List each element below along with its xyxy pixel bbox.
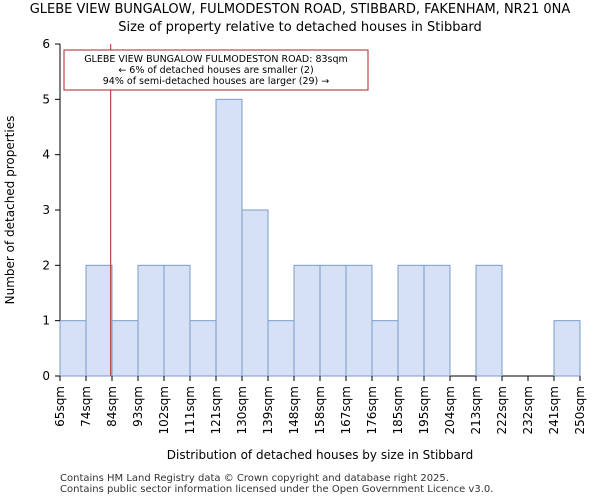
x-tick-label: 195sqm [417,386,431,434]
bar-84sqm [111,320,139,377]
y-axis-label: Number of detached properties [3,116,17,305]
x-tick-label: 121sqm [209,386,223,434]
bars [59,98,581,377]
annotation-line-3: 94% of semi-detached houses are larger (… [103,76,330,87]
x-tick-label: 167sqm [339,386,353,434]
x-tick-label: 241sqm [547,386,561,434]
y-tick-label: 5 [42,92,50,106]
bar-74sqm [85,264,113,377]
x-tick-label: 65sqm [53,386,67,427]
bar-158sqm [319,264,347,377]
bar-139sqm [267,320,295,377]
x-tick-label: 130sqm [235,386,249,434]
bar-130sqm [241,209,269,377]
x-tick-label: 185sqm [391,386,405,434]
y-tick-label: 2 [42,258,50,272]
chart-title: GLEBE VIEW BUNGALOW, FULMODESTON ROAD, S… [29,2,571,17]
bar-148sqm [293,264,321,377]
property-marker: GLEBE VIEW BUNGALOW FULMODESTON ROAD: 83… [63,44,369,376]
bar-65sqm [59,320,87,377]
x-tick-label: 232sqm [521,386,535,434]
annotation-line-2: ← 6% of detached houses are smaller (2) [118,65,313,76]
bar-213sqm [475,264,503,377]
y-tick-label: 3 [42,203,50,217]
y-tick-label: 6 [42,37,50,51]
x-tick-label: 176sqm [365,386,379,434]
y-axis-ticks: 0 1 2 3 4 5 6 [42,37,60,383]
x-axis-ticks: 65sqm 74sqm 84sqm 93sqm 102sqm 111sqm 121sqm 13… [53,376,587,434]
x-tick-label: 93sqm [131,386,145,427]
footer-copyright: Contains HM Land Registry data © Crown c… [60,473,449,484]
bar-111sqm [189,320,217,377]
y-tick-label: 0 [42,369,50,383]
x-tick-label: 222sqm [495,386,509,434]
chart-subtitle: Size of property relative to detached ho… [118,20,482,35]
bar-121sqm [215,98,243,377]
x-tick-label: 102sqm [157,386,171,434]
x-tick-label: 213sqm [469,386,483,434]
bar-chart: 0 1 2 3 4 5 6 65sqm 74sqm 84sqm 93sqm 102sqm 111sqm… [3,37,587,462]
bar-195sqm [423,264,451,377]
x-tick-label: 204sqm [443,386,457,434]
bar-185sqm [397,264,425,377]
bar-102sqm [163,264,191,377]
annotation-box [63,49,369,91]
x-tick-label: 148sqm [287,386,301,434]
bar-176sqm [371,320,399,377]
bar-241sqm [553,320,581,377]
bar-93sqm [137,264,165,377]
x-tick-label: 111sqm [183,386,197,434]
annotation-line-1: GLEBE VIEW BUNGALOW FULMODESTON ROAD: 83… [84,54,348,65]
x-tick-label: 74sqm [79,386,93,427]
x-tick-label: 139sqm [261,386,275,434]
y-tick-label: 1 [42,314,50,328]
x-tick-label: 84sqm [105,386,119,427]
y-tick-label: 4 [42,148,50,162]
x-tick-label: 158sqm [313,386,327,434]
x-axis-label: Distribution of detached houses by size … [167,448,474,462]
x-tick-label: 250sqm [573,386,587,434]
footer-licence: Contains public sector information licen… [60,484,494,495]
bar-167sqm [345,264,373,377]
